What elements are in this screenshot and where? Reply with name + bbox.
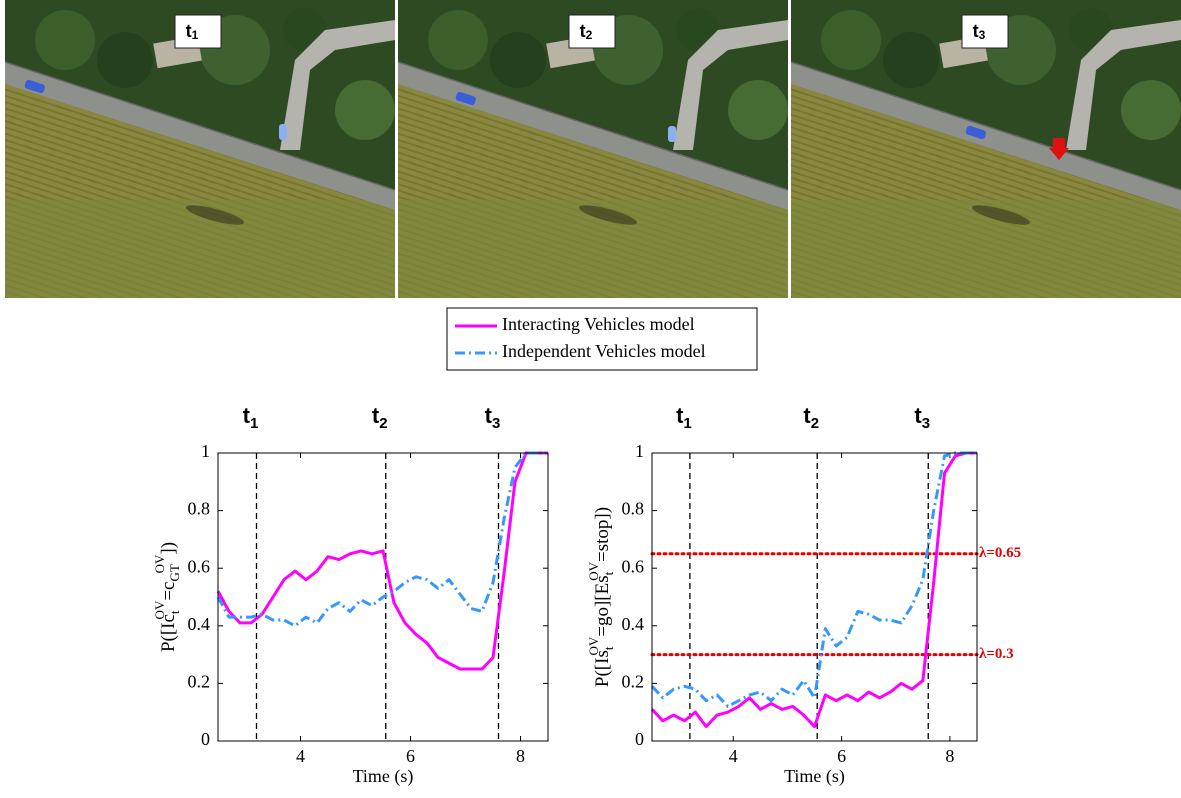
panel-label-box xyxy=(961,14,1009,49)
y-label-text: P([Ic xyxy=(158,614,179,652)
x-tick-label: 4 xyxy=(729,746,738,766)
y-tick-label: 0.6 xyxy=(622,556,645,576)
panel-label: t3 xyxy=(973,21,986,42)
time-marker-label: t2 xyxy=(372,403,388,432)
time-marker-subscript: 1 xyxy=(683,415,691,432)
y-tick-label: 0.4 xyxy=(188,614,211,634)
x-axis-label: Time (s) xyxy=(353,766,414,787)
aerial-panel xyxy=(398,0,788,298)
time-marker-text: t xyxy=(914,403,922,428)
series-line xyxy=(216,451,548,628)
panel-label-subscript: 1 xyxy=(192,28,199,42)
time-marker-text: t xyxy=(485,403,493,428)
time-marker-subscript: 1 xyxy=(250,415,258,432)
y-label-subscript: t xyxy=(167,610,182,614)
y-axis-label: P([IctOV=cGTOV]) xyxy=(152,542,182,652)
time-marker-label: t2 xyxy=(803,403,819,432)
panel-label-subscript: 2 xyxy=(586,28,593,42)
time-marker-text: t xyxy=(372,403,380,428)
x-axis-label: Time (s) xyxy=(784,766,845,787)
time-marker-label: t3 xyxy=(914,403,930,432)
y-label-text: ]) xyxy=(158,542,179,555)
panel-label-box xyxy=(174,14,222,49)
series-line xyxy=(650,451,977,708)
y-tick-label: 0 xyxy=(635,729,644,749)
y-tick-label: 0.8 xyxy=(622,499,645,519)
panel-label-text: t xyxy=(580,21,586,41)
legend-label: Independent Vehicles model xyxy=(502,341,706,361)
x-tick-label: 8 xyxy=(516,746,525,766)
panel-label-text: t xyxy=(973,21,979,41)
y-label-superscript: OV xyxy=(586,561,601,580)
time-marker-label: t3 xyxy=(485,403,501,432)
y-tick-label: 0.2 xyxy=(622,672,645,692)
time-marker-label: t1 xyxy=(243,403,259,432)
threshold-label: λ=0.3 xyxy=(979,646,1014,662)
aerial-panel xyxy=(5,0,395,298)
y-label-superscript: OV xyxy=(152,600,167,619)
x-tick-label: 6 xyxy=(406,746,415,766)
y-axis-label: P([IstOV=go][EstOV=stop]) xyxy=(586,507,616,687)
y-label-text: P([Is xyxy=(592,650,613,687)
panel-label-box xyxy=(568,14,616,49)
y-label-subscript: t xyxy=(601,571,616,575)
panel-label: t1 xyxy=(186,21,199,42)
time-marker-subscript: 3 xyxy=(922,415,930,432)
time-marker-text: t xyxy=(676,403,684,428)
y-tick-label: 0.2 xyxy=(188,672,211,692)
plot-area xyxy=(652,453,977,741)
y-label-text: =go][Es xyxy=(592,575,613,636)
panel-label-subscript: 3 xyxy=(979,28,986,42)
y-tick-label: 1 xyxy=(201,441,210,461)
y-label-subscript: t xyxy=(601,646,616,650)
x-tick-label: 6 xyxy=(837,746,846,766)
panel-label-text: t xyxy=(186,21,192,41)
x-tick-label: 4 xyxy=(296,746,305,766)
plot-frame xyxy=(651,452,978,742)
time-marker-subscript: 2 xyxy=(811,415,819,432)
time-marker-label: t1 xyxy=(676,403,692,432)
y-tick-label: 0.6 xyxy=(188,556,211,576)
y-tick-label: 0 xyxy=(201,729,210,749)
y-label-superscript: OV xyxy=(152,554,167,573)
y-label-text: =c xyxy=(158,582,179,601)
y-label-superscript: OV xyxy=(586,636,601,655)
y-tick-label: 0.8 xyxy=(188,499,211,519)
aerial-panel xyxy=(791,0,1181,298)
plot-frame xyxy=(217,452,549,742)
series-line xyxy=(216,451,548,671)
time-marker-text: t xyxy=(243,403,251,428)
x-tick-label: 8 xyxy=(945,746,954,766)
legend: Interacting Vehicles model Independent Ve… xyxy=(446,307,758,371)
time-marker-subscript: 3 xyxy=(492,415,500,432)
y-label-subscript: GT xyxy=(167,564,182,581)
time-marker-text: t xyxy=(803,403,811,428)
y-label-text: =stop]) xyxy=(592,507,613,562)
threshold-label: λ=0.65 xyxy=(979,545,1021,561)
time-marker-subscript: 2 xyxy=(379,415,387,432)
legend-label: Interacting Vehicles model xyxy=(502,314,695,334)
series-line xyxy=(650,451,977,729)
panel-label: t2 xyxy=(580,21,593,42)
y-tick-label: 1 xyxy=(635,441,644,461)
y-tick-label: 0.4 xyxy=(622,614,645,634)
